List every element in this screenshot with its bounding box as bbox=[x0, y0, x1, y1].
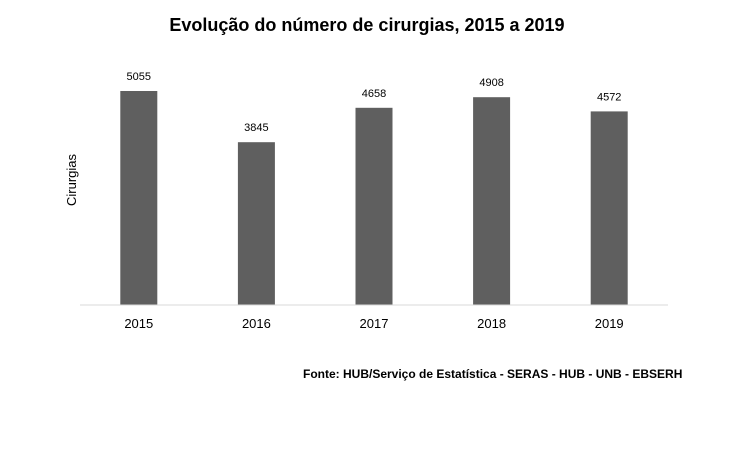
data-label-2016: 3845 bbox=[244, 122, 268, 134]
data-label-2015: 5055 bbox=[127, 71, 151, 83]
bars-group bbox=[120, 91, 628, 306]
bar-2017 bbox=[355, 107, 393, 305]
data-label-2017: 4658 bbox=[362, 88, 386, 100]
source-note: Fonte: HUB/Serviço de Estatística - SERA… bbox=[303, 367, 682, 381]
data-label-2019: 4572 bbox=[597, 91, 621, 103]
data-label-2018: 4908 bbox=[479, 77, 503, 89]
chart-title: Evolução do número de cirurgias, 2015 a … bbox=[169, 15, 564, 35]
x-tick-label-2019: 2019 bbox=[595, 316, 624, 331]
x-tick-labels-group: 2015 2016 2017 2018 2019 bbox=[124, 316, 623, 331]
x-tick-label-2016: 2016 bbox=[242, 316, 271, 331]
bar-2016 bbox=[237, 142, 275, 305]
data-labels-group: 5055 3845 4658 4908 4572 bbox=[127, 71, 622, 134]
x-tick-label-2018: 2018 bbox=[477, 316, 506, 331]
x-tick-label-2017: 2017 bbox=[360, 316, 389, 331]
bar-2018 bbox=[473, 97, 511, 305]
bar-2019 bbox=[590, 111, 628, 306]
x-tick-label-2015: 2015 bbox=[124, 316, 153, 331]
bar-2015 bbox=[120, 91, 158, 305]
y-axis-label: Cirurgias bbox=[64, 153, 79, 206]
